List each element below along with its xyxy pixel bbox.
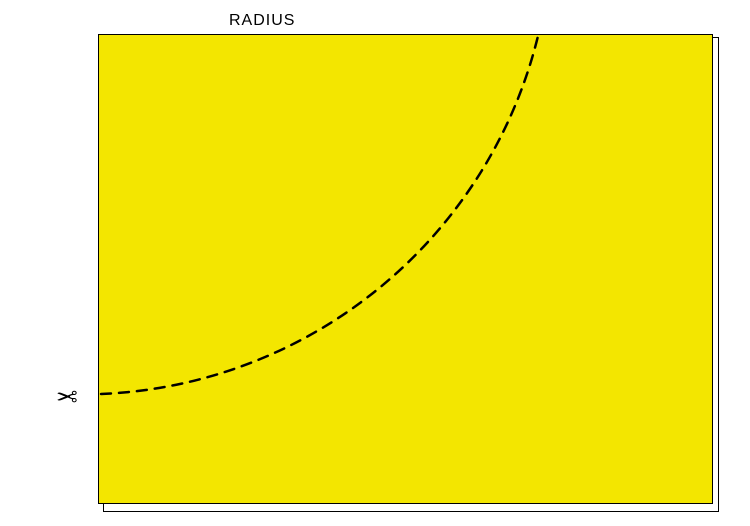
diagram-container: RADIUS ✂ [0, 0, 750, 526]
cut-arc [98, 34, 713, 504]
title-label: RADIUS [229, 12, 295, 30]
scissors-icon: ✂ [56, 382, 78, 413]
